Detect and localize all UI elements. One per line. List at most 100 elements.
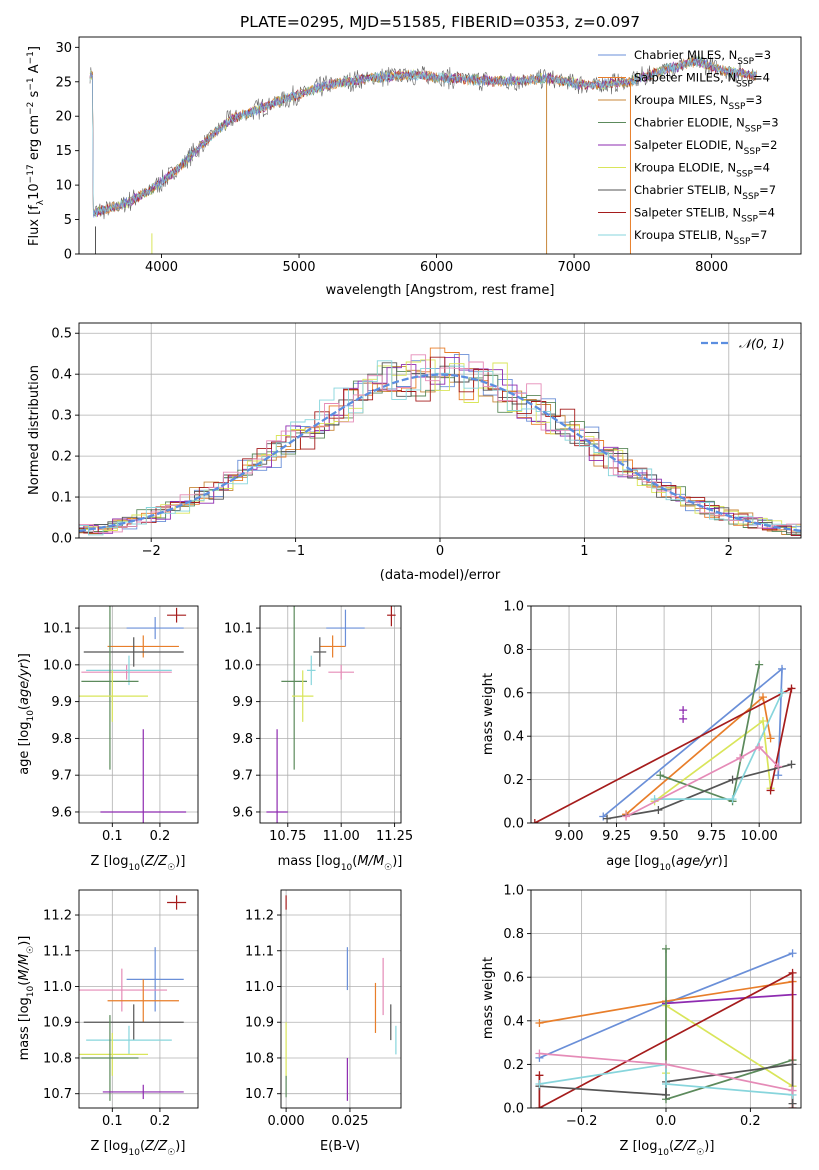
y-tick-label: 0.8 — [503, 643, 524, 658]
y-tick-label: 0.2 — [51, 450, 72, 465]
plot-area-weight_vs_age — [531, 660, 796, 823]
normal-curve — [79, 373, 801, 532]
x-tick-label: 9.75 — [697, 829, 726, 844]
legend-entry: Salpeter MILES, NSSP=4 — [634, 71, 770, 90]
axes-frame — [280, 889, 402, 1109]
y-tick-label: 11.0 — [245, 980, 274, 995]
y-tick-label: 10.1 — [224, 622, 253, 637]
series-line — [625, 745, 779, 818]
x-tick-label: 0 — [436, 544, 444, 559]
x-tick-label: 4000 — [145, 260, 178, 275]
y-tick-label: 0.6 — [503, 971, 524, 986]
x-axis-label: Z [log10(Z/Z☉)] — [620, 1139, 715, 1158]
y-tick-label: 10.0 — [43, 658, 72, 673]
series-marker — [535, 1071, 544, 1080]
y-tick-label: 9.6 — [232, 805, 253, 820]
series-marker — [662, 944, 670, 953]
legend: Chabrier MILES, NSSP=3 Salpeter MILES, NS… — [598, 48, 779, 247]
legend-entry: Kroupa MILES, NSSP=3 — [634, 93, 762, 112]
histogram-step — [79, 354, 801, 535]
x-tick-label: −1 — [286, 544, 305, 559]
y-tick-label: 30 — [55, 41, 72, 56]
series-marker — [787, 760, 796, 769]
y-tick-label: 9.8 — [232, 732, 253, 747]
axes-mass_vs_Z: 0.1 0.2 10.7 10.8 10.9 11.0 11.1 11.2 Z [log10(Z… — [17, 889, 199, 1158]
x-axis-label: (data-model)/error — [380, 568, 501, 583]
y-tick-label: 10.7 — [43, 1087, 72, 1102]
y-tick-label: 9.9 — [232, 695, 253, 710]
x-tick-label: 10.75 — [269, 829, 306, 844]
axes-weight_vs_age: 9.00 9.25 9.50 9.75 10.00 0.0 0.2 0.4 0.6 0.8 1.0 a… — [481, 600, 802, 873]
series-marker — [728, 775, 737, 784]
y-tick-label: 0.0 — [503, 1102, 524, 1117]
series-marker — [755, 743, 764, 752]
axes-frame — [259, 605, 402, 824]
series-marker — [622, 812, 631, 821]
plot-area-age_vs_mass — [266, 606, 396, 823]
x-tick-label: 2 — [725, 544, 733, 559]
spectrum-line — [89, 58, 757, 217]
axes-frame — [78, 605, 199, 824]
x-tick-label: 0.1 — [102, 1114, 123, 1129]
x-tick-label: 1 — [580, 544, 588, 559]
x-tick-label: 9.00 — [555, 829, 584, 844]
y-tick-label: 0.2 — [503, 773, 524, 788]
series-line — [538, 971, 794, 1108]
x-axis-label: wavelength [Angstrom, rest frame] — [326, 283, 555, 298]
y-axis-label: Flux [fλ10−17 erg cm−2 s−1 A−1] — [26, 46, 46, 246]
axes-frame — [530, 605, 802, 824]
spectrum-line — [89, 54, 757, 220]
series-marker — [755, 660, 764, 669]
y-tick-label: 0.4 — [51, 368, 72, 383]
legend-entry: 𝒩(0, 1) — [739, 336, 785, 351]
axes-frame — [78, 36, 802, 255]
x-axis-label: E(B-V) — [320, 1139, 360, 1154]
legend-entry: Kroupa STELIB, NSSP=7 — [634, 228, 767, 247]
chart-title: PLATE=0295, MJD=51585, FIBERID=0353, z=0… — [240, 13, 640, 31]
x-tick-label: −0.2 — [566, 1114, 598, 1129]
axes-age_vs_Z: 0.1 0.2 9.6 9.7 9.8 9.9 10.0 10.1 Z [log10(Z/Z☉)… — [17, 605, 199, 873]
y-tick-label: 11.2 — [43, 909, 72, 924]
series-marker — [679, 714, 688, 723]
y-tick-label: 0.6 — [503, 686, 524, 701]
plot-area-mass_vs_Z — [79, 895, 187, 1101]
y-tick-label: 11.0 — [43, 980, 72, 995]
y-tick-label: 15 — [55, 144, 72, 159]
y-tick-label: 10.9 — [245, 1016, 274, 1031]
series-marker — [603, 814, 612, 823]
y-tick-label: 0.1 — [51, 491, 72, 506]
series-line — [539, 1063, 793, 1096]
y-axis-label: mass weight — [481, 673, 496, 755]
axes-residuals: −2 −1 0 1 2 0.0 0.1 0.2 0.3 0.4 0.5 (data-model)/er… — [27, 322, 802, 583]
x-axis-label: Z [log10(Z/Z☉)] — [91, 1139, 186, 1158]
series-marker — [654, 805, 663, 814]
y-tick-label: 0.2 — [503, 1058, 524, 1073]
y-tick-label: 9.9 — [51, 695, 72, 710]
x-tick-label: 0.2 — [150, 1114, 171, 1129]
series-marker — [777, 664, 786, 673]
x-axis-label: mass [log10(M/M☉)] — [278, 854, 403, 873]
x-tick-label: 0.025 — [331, 1114, 368, 1129]
y-axis-label: mass weight — [481, 957, 496, 1039]
x-axis-label: age [log10(age/yr)] — [606, 854, 728, 873]
legend-entry: Chabrier STELIB, NSSP=7 — [634, 183, 776, 202]
y-tick-label: 1.0 — [503, 884, 524, 899]
y-tick-label: 0.5 — [51, 327, 72, 342]
series-marker — [535, 1049, 544, 1058]
legend: 𝒩(0, 1) — [701, 336, 785, 351]
axes-weight_vs_Z: −0.2 0.0 0.2 0.0 0.2 0.4 0.6 0.8 1.0 Z [log10(Z/Z… — [481, 884, 802, 1158]
series-marker — [774, 771, 783, 780]
y-tick-label: 11.2 — [245, 909, 274, 924]
x-tick-label: 0.1 — [102, 829, 123, 844]
series-marker — [535, 1104, 544, 1108]
axes-age_vs_mass: 10.75 11.00 11.25 9.6 9.7 9.8 9.9 10.0 10.1 mass … — [224, 605, 413, 873]
spectrum-line — [89, 55, 757, 216]
legend-entry: Chabrier ELODIE, NSSP=3 — [634, 116, 779, 135]
y-tick-label: 9.7 — [232, 769, 253, 784]
y-tick-label: 11.1 — [245, 944, 274, 959]
series-marker — [535, 1018, 544, 1027]
x-axis-label: Z [log10(Z/Z☉)] — [91, 854, 186, 873]
y-tick-label: 10.8 — [245, 1051, 274, 1066]
plot-area-weight_vs_Z — [535, 944, 797, 1108]
